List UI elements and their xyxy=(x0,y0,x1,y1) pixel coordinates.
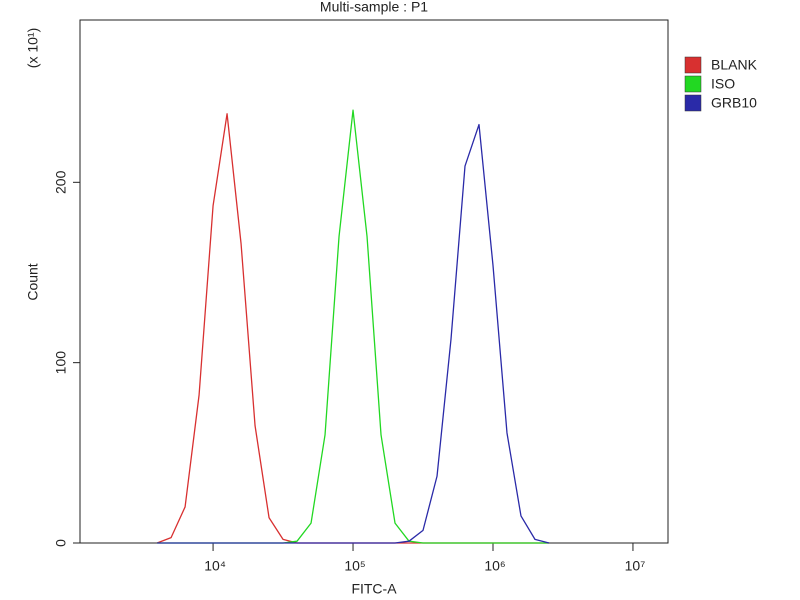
x-tick-label: 10⁷ xyxy=(625,558,646,574)
y-axis-label: Count xyxy=(25,263,41,300)
x-tick-label: 10⁶ xyxy=(484,558,505,574)
y-tick-label: 0 xyxy=(53,539,69,547)
y-tick-label: 200 xyxy=(53,170,69,194)
chart-title: Multi-sample : P1 xyxy=(320,0,428,15)
legend-label: ISO xyxy=(711,76,735,92)
x-tick-label: 10⁴ xyxy=(204,558,226,574)
plot-frame xyxy=(79,19,669,544)
x-axis-label: FITC-A xyxy=(351,581,397,597)
y-tick-label: 100 xyxy=(53,351,69,375)
y-scale-label: (x 10¹) xyxy=(25,28,41,68)
histogram-line xyxy=(156,113,549,544)
legend-label: GRB10 xyxy=(711,95,757,111)
legend-swatch xyxy=(684,56,702,74)
histogram-line xyxy=(157,123,550,544)
legend-label: BLANK xyxy=(711,57,758,73)
x-tick-label: 10⁵ xyxy=(344,558,365,574)
legend-swatch xyxy=(684,94,702,112)
legend-swatch xyxy=(684,75,702,93)
histogram-line xyxy=(157,109,549,544)
